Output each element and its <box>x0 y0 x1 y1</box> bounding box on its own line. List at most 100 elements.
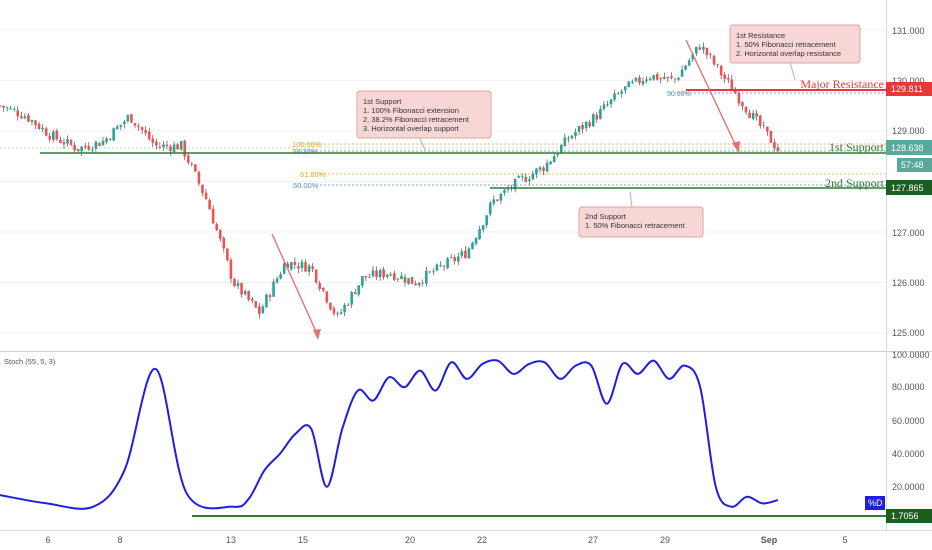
badge-major-resistance-bg <box>886 82 932 96</box>
candle-body <box>705 47 709 56</box>
candle-body <box>595 114 599 120</box>
candle-body <box>23 116 27 119</box>
candle-body <box>744 106 748 113</box>
time-label-5: 5 <box>842 535 847 545</box>
note-support2[interactable]: 2nd Support 1. 50% Fibonacci retracement <box>578 206 704 238</box>
projection-arrows <box>271 39 796 340</box>
candle-body <box>449 257 453 258</box>
time-label-27: 27 <box>588 535 598 545</box>
candle-body <box>123 121 126 125</box>
candle-body <box>222 237 226 249</box>
candle-body <box>226 248 229 261</box>
candle-body <box>634 77 638 81</box>
candle-body <box>297 266 300 269</box>
note-support1-line3: 2. 38.2% Fibonacci retracement <box>363 115 470 124</box>
candle-body <box>684 65 687 70</box>
note-support1[interactable]: 1st Support 1. 100% Fibonacci extension … <box>356 90 492 139</box>
candle-body <box>115 126 119 130</box>
time-label-6: 6 <box>45 535 50 545</box>
candle-body <box>250 299 254 301</box>
stoch-badge: 1.7056 <box>886 509 932 523</box>
candle-body <box>538 167 542 170</box>
candle-body <box>389 274 393 276</box>
time-axis[interactable]: 6 8 13 15 20 22 27 29 Sep 5 <box>45 535 847 545</box>
candle-body <box>2 105 5 108</box>
candle-body <box>464 250 467 259</box>
badge-major-resistance-text: 129.811 <box>891 84 923 94</box>
candle-body <box>179 141 183 150</box>
stoch-label: Stoch (55, 5, 3) <box>4 357 56 366</box>
candle-body <box>147 131 151 140</box>
badge-countdown-bg <box>897 158 932 172</box>
candle-body <box>531 173 535 180</box>
candle-body <box>34 120 37 125</box>
note-resistance-line3: 2. Horizontal overlap resistance <box>736 49 841 58</box>
candle-body <box>403 276 407 283</box>
candle-body <box>371 270 375 277</box>
candle-body <box>197 172 201 184</box>
candle-body <box>332 308 336 314</box>
candle-body <box>119 124 123 127</box>
price-tick-126: 126.000 <box>892 278 925 288</box>
candle-body <box>517 176 520 178</box>
candle-body <box>421 282 425 284</box>
candle-body <box>588 122 592 127</box>
candle-body <box>208 199 211 210</box>
candle-body <box>215 224 219 231</box>
candle-body <box>698 47 702 50</box>
candle-body <box>545 162 549 172</box>
candle-body <box>741 102 744 107</box>
stoch-tick-100: 100.0000 <box>892 350 930 360</box>
candle-body <box>69 140 73 145</box>
candle-body <box>677 77 680 80</box>
candle-body <box>183 140 187 157</box>
candle-body <box>758 115 762 126</box>
candle-body <box>471 242 474 250</box>
candle-body <box>282 263 286 274</box>
candle-body <box>329 302 332 310</box>
price-tick-130: 130.000 <box>892 76 925 86</box>
candle-body <box>336 312 339 314</box>
support1-label: 1st Support <box>829 140 885 154</box>
stoch-axis[interactable]: 100.0000 80.0000 60.0000 40.0000 20.0000 <box>892 350 930 492</box>
candle-body <box>581 125 584 130</box>
note-support1-line4: 3. Horizontal overlap support <box>363 124 460 133</box>
note-resistance-line2: 1. 50% Fibonacci retracement <box>736 40 837 49</box>
candle-body <box>623 86 627 91</box>
candle-body <box>5 107 9 109</box>
note-support1-line2: 1. 100% Fibonacci extension <box>363 106 459 115</box>
candle-body <box>670 76 673 78</box>
note-pointer-3 <box>789 61 796 81</box>
candle-body <box>726 77 730 80</box>
candle-body <box>98 142 101 147</box>
price-axis[interactable]: 131.000 130.000 129.000 127.000 126.000 … <box>892 26 925 338</box>
candle-body <box>709 54 712 56</box>
time-label-29: 29 <box>660 535 670 545</box>
candle-body <box>268 295 272 298</box>
price-tick-129: 129.000 <box>892 126 925 136</box>
candle-body <box>137 125 140 127</box>
candle-body <box>602 104 606 110</box>
candle-body <box>382 269 385 278</box>
candle-body <box>620 91 623 94</box>
candle-body <box>265 294 268 307</box>
candle-body <box>723 74 727 79</box>
support2-label: 2nd Support <box>825 176 885 190</box>
candle-body <box>488 202 492 215</box>
candle-body <box>648 78 652 81</box>
note-support2-line2: 1. 50% Fibonacci retracement <box>585 221 686 230</box>
candle-body <box>66 138 69 144</box>
note-resistance[interactable]: 1st Resistance 1. 50% Fibonacci retracem… <box>729 24 861 64</box>
candle-body <box>290 262 293 270</box>
candle-body <box>762 125 766 127</box>
candle-body <box>766 126 769 132</box>
candle-body <box>311 266 314 270</box>
candle-body <box>364 275 368 278</box>
candle-body <box>41 127 44 130</box>
fib-label-res: 50.00% <box>667 91 691 98</box>
candle-body <box>474 238 478 244</box>
stoch-series-tag-text: %D <box>868 498 883 508</box>
candle-body <box>666 76 670 79</box>
candle-body <box>435 264 439 271</box>
